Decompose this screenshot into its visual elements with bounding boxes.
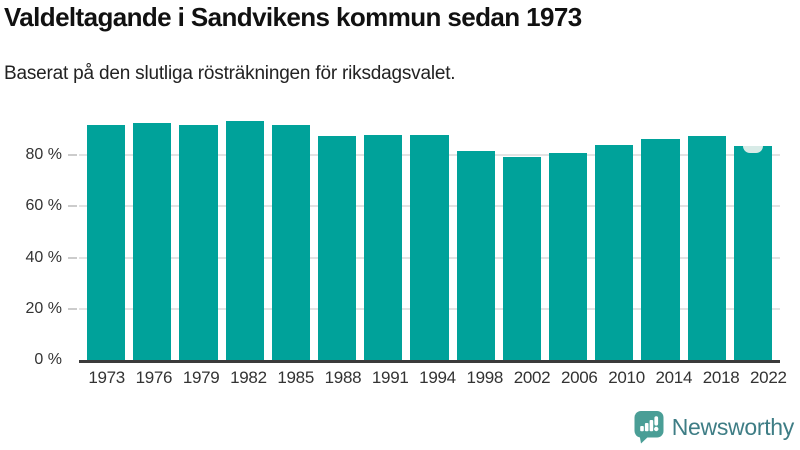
x-axis-label-1979: 1979 [182,368,220,387]
x-axis-label-1982: 1982 [230,368,267,387]
y-tick-80 [68,154,77,157]
chart-subtitle: Baserat på den slutliga rösträkningen fö… [4,63,456,84]
bar-2002 [502,156,542,360]
bar-1976 [133,122,172,360]
x-axis-label-2010: 2010 [608,368,645,387]
bar-1991 [364,134,403,360]
bar-2006 [549,152,588,360]
x-axis-label-2002: 2002 [513,368,551,387]
bar-2010 [595,144,634,360]
x-axis-label-2014: 2014 [655,368,693,387]
x-axis-label-1991: 1991 [371,368,409,387]
notch-marker [742,145,763,153]
newsworthy-logo[interactable]: Newsworthy [634,410,794,444]
x-axis-line [79,360,780,363]
bar-1994 [410,134,449,360]
bar-1998 [456,150,495,360]
bar-1985 [271,124,311,360]
x-axis-label-1988: 1988 [324,368,362,387]
y-axis-label-0: 0 % [34,351,62,368]
plot-area [79,104,780,360]
x-axis-label-1998: 1998 [466,368,504,387]
bar-1982 [225,120,264,360]
bars [79,104,780,360]
y-axis-label-40: 40 % [25,248,62,266]
bar-chart: 0 % 20 % 40 % 60 % 80 % 1973 1976 1979 1982 1985… [0,104,800,404]
y-axis: 0 % 20 % 40 % 60 % 80 % [0,104,78,368]
chart-title: Valdeltagande i Sandvikens kommun sedan … [4,2,582,32]
x-axis-label-2018: 2018 [702,368,740,387]
bar-2014 [641,138,680,360]
y-axis-label-60: 60 % [25,197,62,215]
bar-2018 [687,135,726,360]
x-axis-label-1994: 1994 [419,368,456,387]
y-tick-20 [68,307,77,310]
x-axis-label-2006: 2006 [560,368,598,387]
x-axis-label-1973: 1973 [88,368,125,387]
x-axis-labels: 1973 1976 1979 1982 1985 1988 1991 1994 1998 2002… [79,368,796,388]
y-tick-60 [68,205,77,208]
bar-1973 [87,124,126,360]
x-axis-label-1976: 1976 [135,368,173,387]
bar-1988 [318,135,357,360]
x-axis-label-1985: 1985 [277,368,314,387]
bar-1979 [179,124,218,360]
bar-2022 [733,145,773,360]
newsworthy-wordmark: Newsworthy [671,413,795,440]
y-axis-label-80: 80 % [25,146,62,164]
newsworthy-icon [634,411,664,444]
y-tick-40 [68,256,77,259]
y-axis-label-20: 20 % [25,299,62,317]
x-axis-label-2022: 2022 [750,368,787,387]
